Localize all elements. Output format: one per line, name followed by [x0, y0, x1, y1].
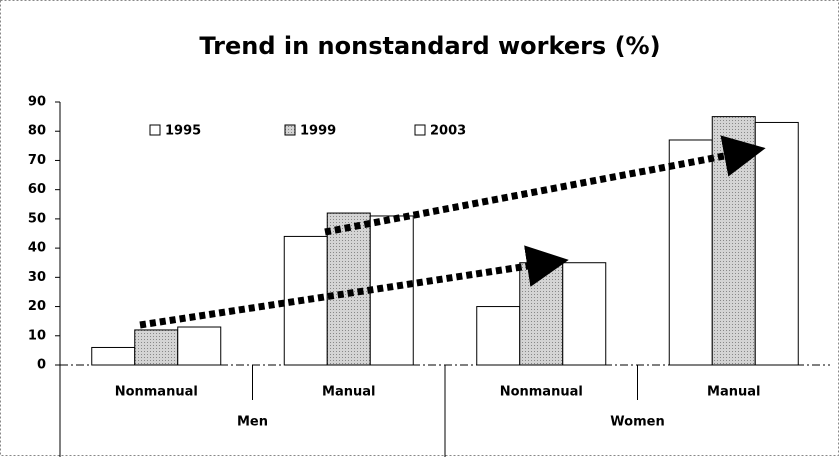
trend-arrow: [324, 135, 766, 236]
x-tick-label: Manual: [707, 385, 760, 400]
y-tick-label: 80: [28, 124, 46, 139]
bar: [519, 262, 564, 366]
group-label: Women: [610, 415, 664, 430]
trend-arrow: [139, 245, 569, 329]
legend-swatch: [284, 124, 296, 136]
x-tick-label: Nonmanual: [115, 385, 198, 400]
legend-label: 2003: [430, 124, 466, 139]
bar: [369, 215, 414, 366]
legend-label: 1999: [300, 124, 336, 139]
y-tick-label: 10: [28, 328, 46, 343]
chart-title: Trend in nonstandard workers (%): [199, 32, 660, 60]
y-tick-label: 0: [37, 358, 46, 373]
y-tick-label: 70: [28, 153, 46, 168]
group-label: Men: [237, 415, 268, 430]
y-tick-label: 30: [28, 270, 46, 285]
bar: [476, 306, 521, 366]
bar: [668, 139, 713, 366]
plot: 0 10 20 30 40 50 60 70 80 90 Nonmanual Manual Nonman…: [28, 95, 830, 457]
bar: [91, 346, 136, 366]
bar: [177, 326, 222, 366]
y-tick-label: 90: [28, 95, 46, 110]
y-tick-label: 40: [28, 241, 46, 256]
y-tick-label: 20: [28, 299, 46, 314]
legend-swatch: [414, 124, 426, 136]
bar: [134, 329, 179, 366]
bar: [326, 212, 371, 366]
x-tick-label: Nonmanual: [500, 385, 583, 400]
legend-label: 1995: [165, 124, 201, 139]
legend-swatch: [149, 124, 161, 136]
y-tick-label: 50: [28, 211, 46, 226]
x-tick-label: Manual: [322, 385, 375, 400]
y-tick-label: 60: [28, 182, 46, 197]
bar: [754, 121, 799, 366]
bar: [562, 262, 607, 366]
